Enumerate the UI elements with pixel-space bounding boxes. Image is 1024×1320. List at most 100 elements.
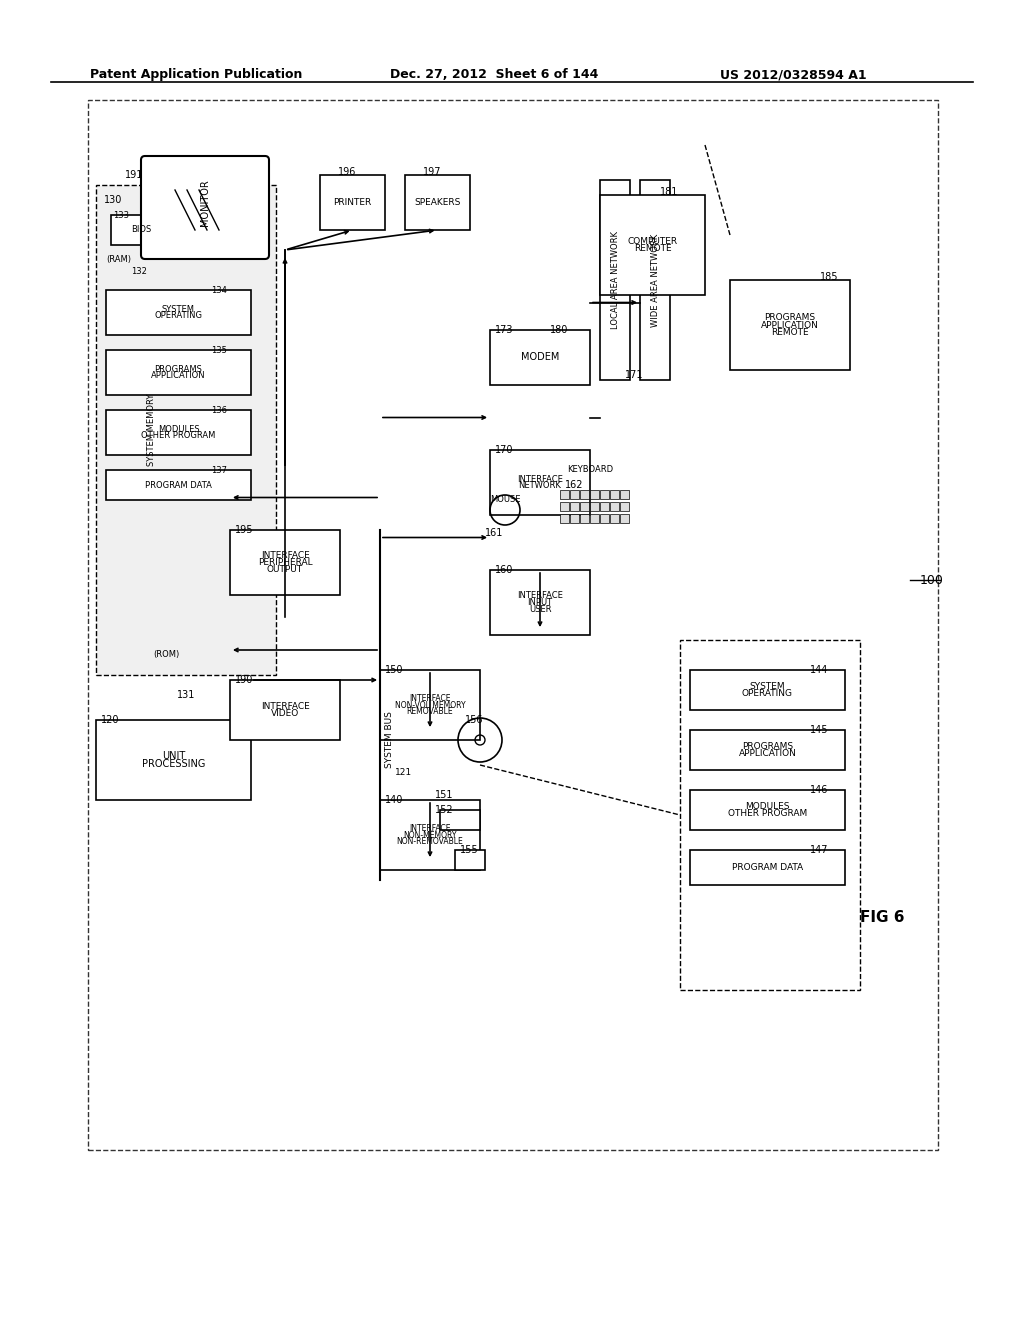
Text: BIOS: BIOS	[131, 226, 152, 235]
Text: 185: 185	[820, 272, 839, 282]
Text: 152: 152	[435, 805, 454, 814]
Text: 137: 137	[211, 466, 227, 475]
Text: MODULES: MODULES	[745, 801, 790, 810]
FancyBboxPatch shape	[455, 850, 485, 870]
Text: APPLICATION: APPLICATION	[152, 371, 206, 380]
Text: 134: 134	[211, 286, 227, 294]
Text: OPERATING: OPERATING	[155, 312, 203, 321]
FancyBboxPatch shape	[620, 513, 629, 523]
Text: 195: 195	[234, 525, 254, 535]
Text: US 2012/0328594 A1: US 2012/0328594 A1	[720, 69, 866, 81]
FancyBboxPatch shape	[319, 176, 385, 230]
Text: INTERFACE: INTERFACE	[261, 550, 309, 560]
Text: SYSTEM: SYSTEM	[750, 681, 785, 690]
Text: PROGRAMS: PROGRAMS	[155, 364, 203, 374]
Text: PROGRAMS: PROGRAMS	[765, 313, 815, 322]
FancyBboxPatch shape	[88, 100, 938, 1150]
Text: 121: 121	[395, 768, 412, 777]
Text: 120: 120	[101, 715, 120, 725]
Text: 155: 155	[460, 845, 478, 855]
Text: 133: 133	[113, 211, 129, 220]
Text: VIDEO: VIDEO	[271, 709, 299, 718]
FancyBboxPatch shape	[620, 502, 629, 511]
FancyBboxPatch shape	[690, 671, 845, 710]
Text: 145: 145	[810, 725, 828, 735]
FancyBboxPatch shape	[490, 330, 590, 385]
Text: PRINTER: PRINTER	[334, 198, 372, 207]
FancyBboxPatch shape	[559, 490, 568, 499]
FancyBboxPatch shape	[620, 490, 629, 499]
FancyBboxPatch shape	[609, 490, 618, 499]
Text: (ROM): (ROM)	[153, 651, 179, 660]
Text: REMOTE: REMOTE	[771, 327, 809, 337]
FancyBboxPatch shape	[600, 180, 630, 380]
Text: PERIPHERAL: PERIPHERAL	[258, 558, 312, 568]
Text: 135: 135	[211, 346, 227, 355]
FancyBboxPatch shape	[106, 350, 251, 395]
Text: 144: 144	[810, 665, 828, 675]
FancyBboxPatch shape	[230, 531, 340, 595]
Text: SYSTEM: SYSTEM	[162, 305, 195, 314]
Text: INTERFACE: INTERFACE	[410, 694, 451, 704]
Text: 170: 170	[495, 445, 513, 455]
Text: APPLICATION: APPLICATION	[738, 750, 797, 758]
Text: 190: 190	[234, 675, 253, 685]
Text: Dec. 27, 2012  Sheet 6 of 144: Dec. 27, 2012 Sheet 6 of 144	[390, 69, 598, 81]
Text: OTHER PROGRAM: OTHER PROGRAM	[728, 809, 807, 818]
Text: 151: 151	[435, 789, 454, 800]
FancyBboxPatch shape	[580, 502, 589, 511]
FancyBboxPatch shape	[569, 490, 579, 499]
Text: INTERFACE: INTERFACE	[517, 474, 563, 483]
Text: OPERATING: OPERATING	[742, 689, 793, 698]
FancyBboxPatch shape	[490, 570, 590, 635]
Text: APPLICATION: APPLICATION	[761, 321, 819, 330]
FancyBboxPatch shape	[690, 789, 845, 830]
Text: INTERFACE: INTERFACE	[410, 824, 451, 833]
Text: WIDE AREA NETWORK: WIDE AREA NETWORK	[650, 234, 659, 326]
Text: 156: 156	[465, 715, 483, 725]
Text: REMOVABLE: REMOVABLE	[407, 708, 454, 715]
Text: 130: 130	[104, 195, 123, 205]
Text: 180: 180	[550, 325, 568, 335]
Text: SYSTEM BUS: SYSTEM BUS	[385, 711, 394, 768]
Text: LOCAL AREA NETWORK: LOCAL AREA NETWORK	[610, 231, 620, 329]
FancyBboxPatch shape	[559, 502, 568, 511]
FancyBboxPatch shape	[609, 502, 618, 511]
Text: 173: 173	[495, 325, 513, 335]
Text: 191: 191	[125, 170, 143, 180]
FancyBboxPatch shape	[640, 180, 670, 380]
Text: COMPUTER: COMPUTER	[628, 236, 678, 246]
Text: USER: USER	[528, 605, 551, 614]
Text: PROGRAMS: PROGRAMS	[742, 742, 793, 751]
Text: 150: 150	[385, 665, 403, 675]
FancyBboxPatch shape	[590, 502, 598, 511]
FancyBboxPatch shape	[490, 450, 590, 515]
FancyBboxPatch shape	[569, 502, 579, 511]
Text: 196: 196	[338, 168, 356, 177]
FancyBboxPatch shape	[580, 490, 589, 499]
Text: INTERFACE: INTERFACE	[517, 591, 563, 601]
Text: 131: 131	[177, 690, 196, 700]
FancyBboxPatch shape	[590, 490, 598, 499]
Text: INTERFACE: INTERFACE	[261, 702, 309, 710]
FancyBboxPatch shape	[690, 850, 845, 884]
FancyBboxPatch shape	[590, 513, 598, 523]
FancyBboxPatch shape	[141, 156, 269, 259]
Text: NON-MEMORY: NON-MEMORY	[403, 830, 457, 840]
Text: OTHER PROGRAM: OTHER PROGRAM	[141, 432, 216, 441]
FancyBboxPatch shape	[600, 195, 705, 294]
Text: FIG 6: FIG 6	[860, 909, 904, 925]
FancyBboxPatch shape	[580, 513, 589, 523]
Text: 132: 132	[131, 267, 146, 276]
Text: MODEM: MODEM	[521, 352, 559, 363]
Text: SPEAKERS: SPEAKERS	[415, 198, 461, 207]
Text: 146: 146	[810, 785, 828, 795]
Text: OUTPUT: OUTPUT	[267, 565, 303, 574]
FancyBboxPatch shape	[599, 513, 608, 523]
Text: UNIT: UNIT	[162, 751, 185, 762]
FancyBboxPatch shape	[96, 719, 251, 800]
Text: 100: 100	[920, 573, 944, 586]
FancyBboxPatch shape	[106, 470, 251, 500]
Text: NON-VOL MEMORY: NON-VOL MEMORY	[394, 701, 465, 710]
Text: 171: 171	[625, 370, 643, 380]
